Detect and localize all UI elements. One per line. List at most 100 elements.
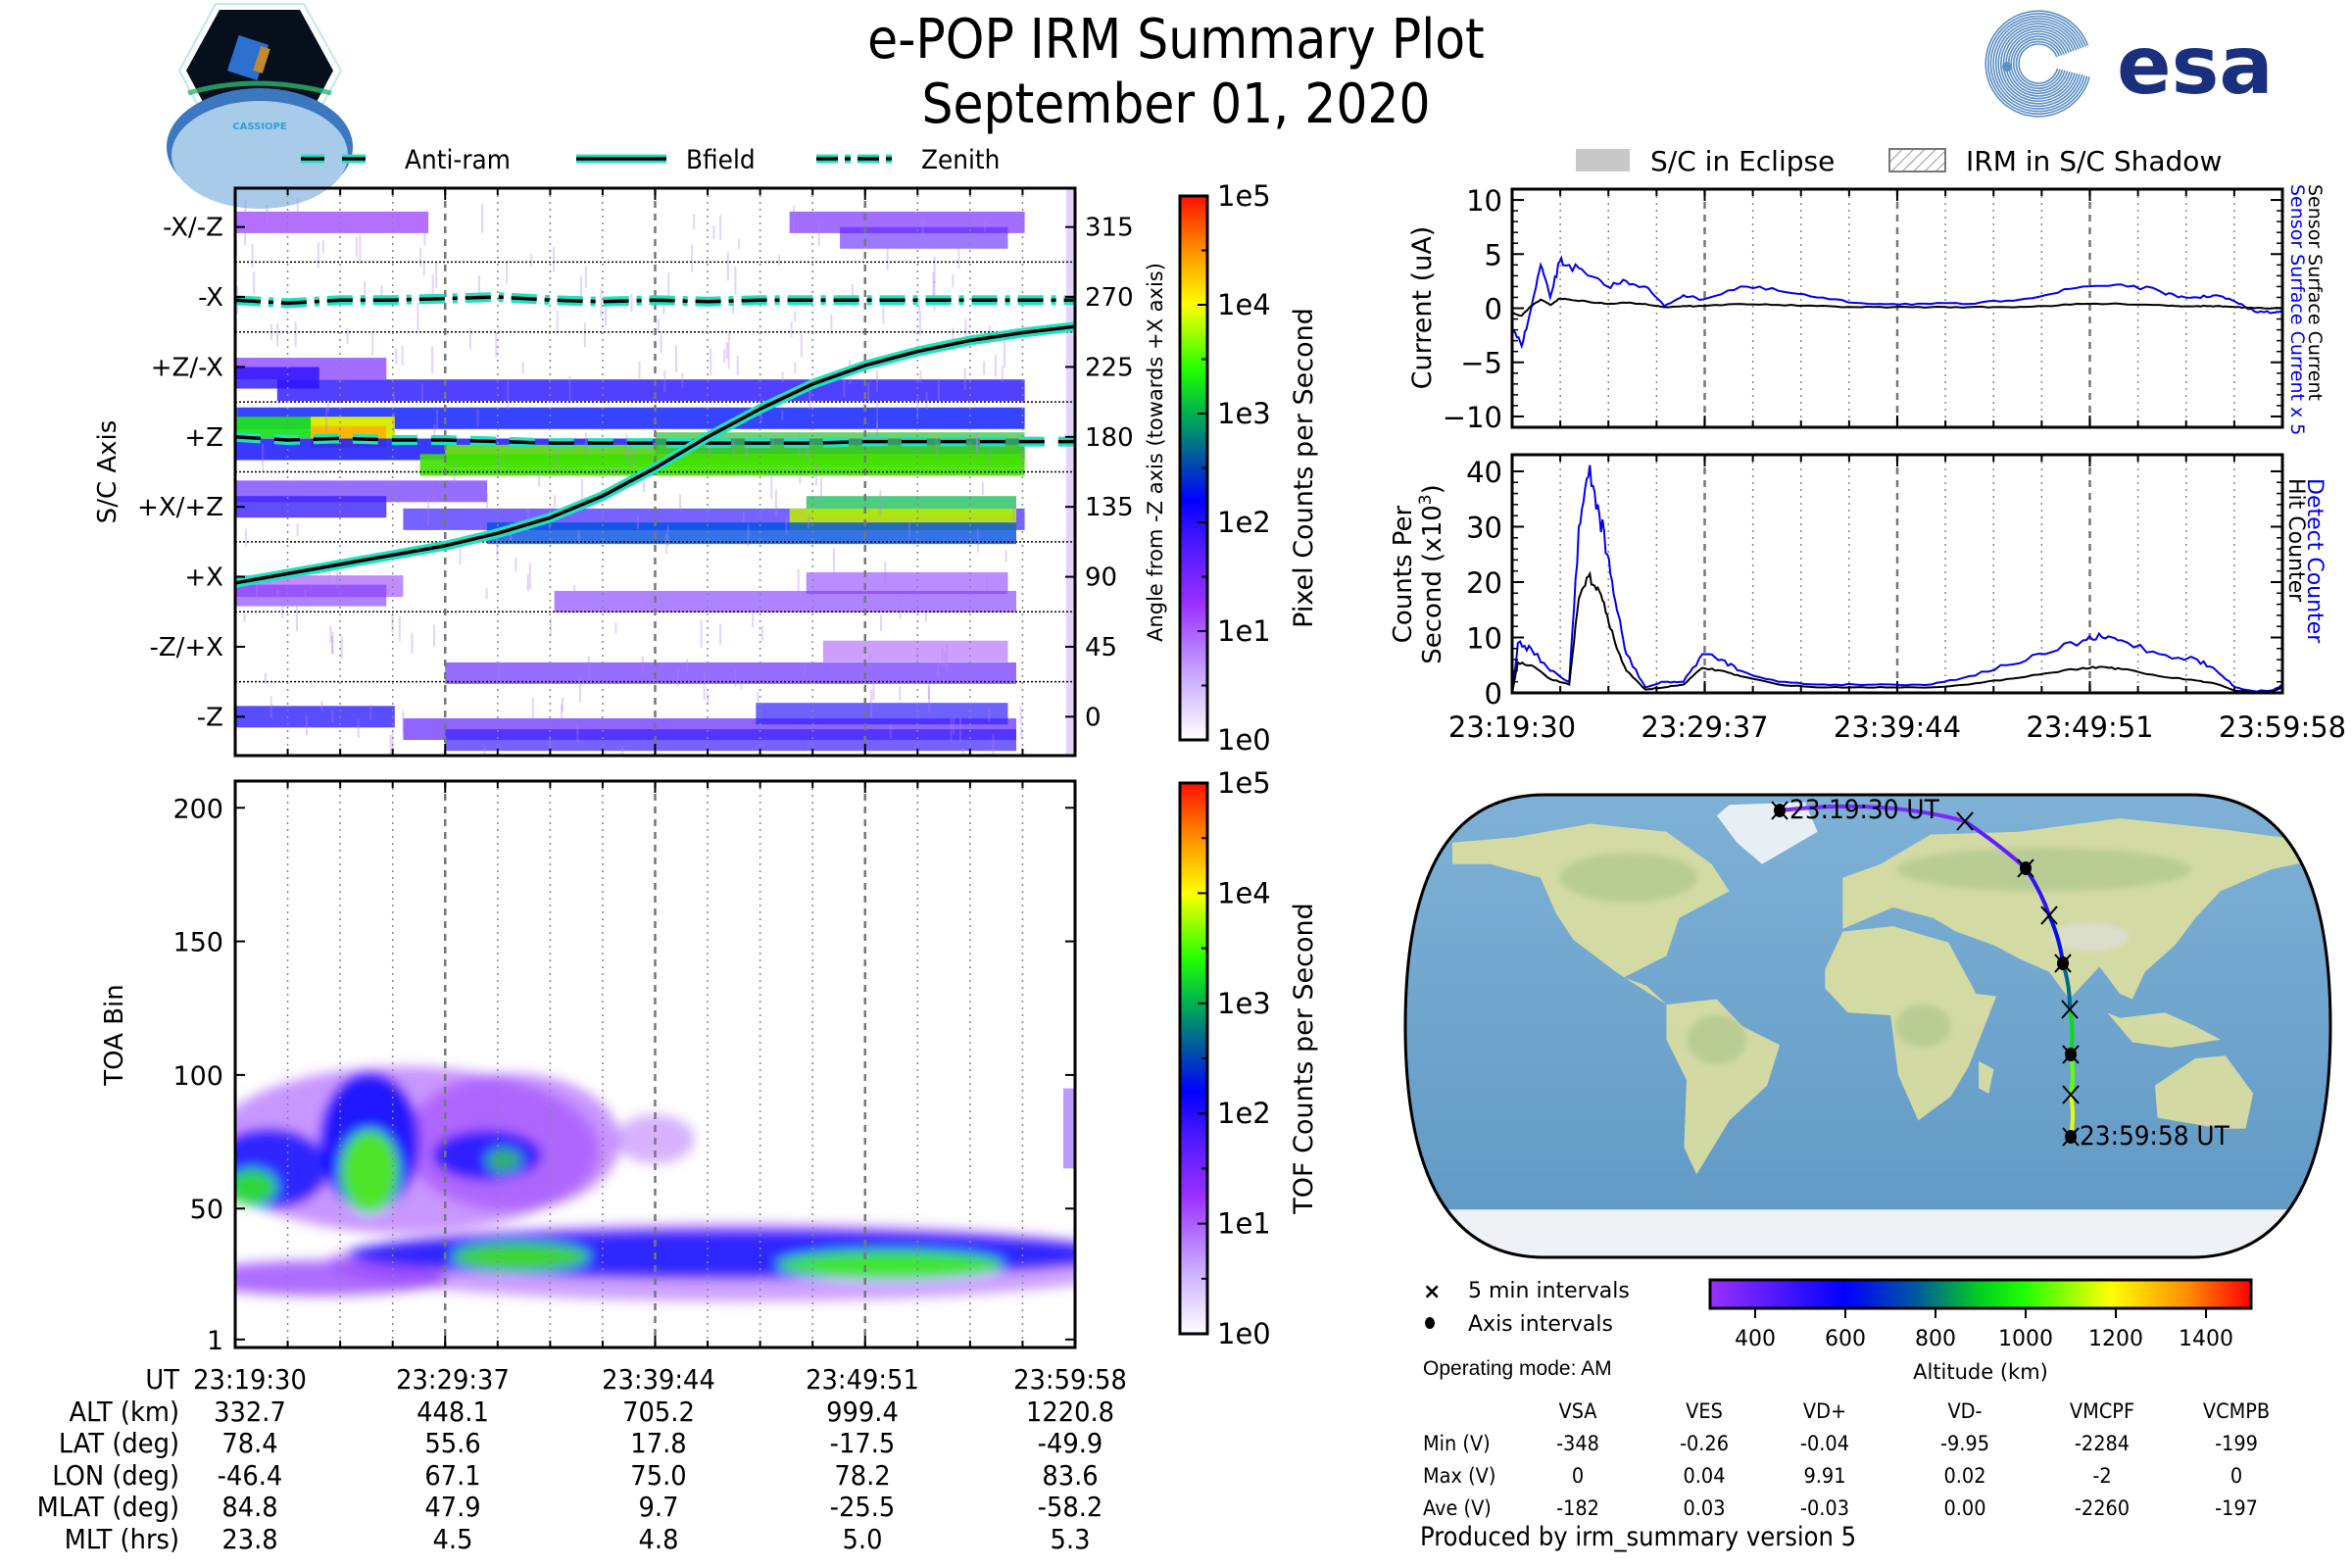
counters-panel: 0 10 20 30 40 Counts Per Second (x103) Detect C… (1389, 453, 2346, 744)
spectrogram-streak (726, 252, 729, 281)
spectrogram-streak (986, 578, 989, 589)
spectrogram-streak (431, 274, 434, 301)
colorbar-label: TOF Counts per Second (1289, 903, 1319, 1215)
esa-logo-stripe (2018, 43, 2059, 84)
spectrogram-streak (794, 311, 797, 321)
spectrogram-streak (244, 199, 247, 214)
zenith-line (234, 295, 1075, 306)
spectrogram-streak (946, 644, 949, 673)
orbit-table-cell: 23:19:30 (193, 1363, 307, 1396)
angle-tick-label: 270 (1085, 283, 1134, 313)
esa-logo-stripe (1989, 15, 2085, 113)
spectrogram-streak (636, 514, 639, 529)
spectrogram-streak (952, 273, 955, 288)
antiram-line (234, 435, 1075, 445)
five-min-marker (2061, 1000, 2079, 1019)
spectrogram-streak (573, 585, 576, 613)
esa-logo-stripe (1997, 23, 2079, 105)
voltage-cell: 0 (1571, 1464, 1585, 1488)
spectrogram-streak (364, 281, 367, 305)
spectrogram-streak (276, 322, 279, 347)
spectrogram-streak (879, 613, 882, 632)
spectrogram-streak (603, 747, 606, 756)
y-tick-label: 30 (1466, 511, 1502, 544)
y-tick-label: 1 (207, 1326, 223, 1356)
spectrogram-streak (803, 662, 806, 675)
orbit-table-cell: 448.1 (416, 1395, 489, 1428)
five-min-marker (1956, 811, 1974, 831)
orbit-row-label: MLAT (deg) (36, 1491, 180, 1523)
orbit-row-label: UT (145, 1363, 180, 1396)
y-tick-label: 20 (1466, 566, 1502, 600)
spectrogram-streak (770, 472, 773, 500)
axis-interval-marker (2065, 1048, 2077, 1061)
spectrogram-streak (389, 734, 392, 756)
spectrogram-streak (391, 731, 394, 751)
y-tick-label: 100 (172, 1061, 223, 1092)
spectrogram-streak (579, 275, 582, 305)
tof-colorbar: 1e0 1e1 1e2 1e3 1e4 1e5 TOF Counts per Second (1178, 766, 1319, 1350)
track-end-label: 23:59:58 UT (2080, 1121, 2230, 1152)
spectrogram-streak (305, 715, 308, 736)
sc-axis-label: -X (198, 283, 223, 313)
spectrogram-streak (583, 322, 586, 348)
spectrogram-streak (329, 625, 332, 643)
spectrogram-streak (1019, 706, 1022, 724)
spectrogram-streak (398, 615, 401, 642)
spectrogram-streak (556, 311, 559, 334)
spectrogram-streak (497, 663, 500, 680)
orbit-table-row: LAT (deg) 78.4 55.6 17.8 -17.5 -49.9 (0, 1427, 1172, 1459)
orbit-table-cell: 55.6 (424, 1427, 481, 1459)
spectrogram-streak (630, 293, 633, 313)
pixel-spectrogram-panel: -X/-Z 315 -X 270 +Z/-X 225 +Z 180 +X/+Z 135 +X 90 -Z… (93, 186, 1167, 758)
spectrogram-streak (882, 299, 885, 324)
spectrogram-streak (264, 672, 267, 685)
spectrogram-streak (736, 355, 739, 376)
spectrogram-streak (562, 697, 564, 712)
cassiope-logo-label: CASSIOPE (232, 122, 287, 132)
spectrogram-streak (317, 242, 319, 269)
superscript: 3 (1416, 494, 1436, 505)
spectrogram-streak (1003, 339, 1005, 368)
colorbar-tick-label: 1e2 (1217, 506, 1271, 539)
spectrogram-streak (719, 623, 722, 646)
orbit-table-cell: 5.3 (1050, 1522, 1091, 1555)
tibet-plateau (2050, 923, 2130, 952)
orbit-table-cell: 5.0 (842, 1522, 883, 1555)
y-tick-label: 40 (1466, 456, 1502, 489)
y-axis-label: TOA Bin (100, 984, 129, 1086)
spectrogram-streak (868, 653, 871, 664)
colorbar-tick-label: 1400 (2179, 1327, 2233, 1351)
axes-frame (233, 186, 1077, 758)
spectrogram-streak (820, 477, 823, 502)
sc-axis-label: -X/-Z (163, 214, 223, 243)
orbit-table-cell: 23:59:58 (1013, 1363, 1127, 1396)
spectrogram-streak (568, 375, 571, 402)
spectrogram-streak (964, 318, 967, 344)
spectrogram-streak (1005, 577, 1008, 603)
spectrogram-streak (734, 667, 737, 687)
orbit-table-row: ALT (km) 332.7 448.1 705.2 999.4 1220.8 (0, 1396, 1172, 1428)
spectrogram-streak (790, 321, 793, 338)
spectrogram-streak (418, 247, 421, 267)
spectrogram-streak (1004, 550, 1007, 563)
black-series-line (1511, 570, 2283, 694)
spectrogram-streak (507, 380, 510, 410)
angle-tick-label: 225 (1085, 353, 1134, 382)
spectrogram-streak (600, 288, 603, 318)
spectrogram-streak (799, 472, 802, 484)
orbit-table-cell: -25.5 (829, 1491, 896, 1523)
spectrogram-streak (676, 669, 679, 686)
spectrogram-streak (304, 589, 307, 608)
spectrogram-streak (843, 374, 846, 398)
footer-credit: Produced by irm_summary version 5 (1420, 1522, 1857, 1552)
spectrogram-streak (927, 683, 930, 700)
voltage-cell: 0.02 (1943, 1464, 1986, 1488)
spectrogram-streak (700, 619, 703, 648)
esa-logo-stripe (1992, 18, 2083, 110)
spectrogram-streak (371, 330, 374, 356)
esa-logo-stripe (2007, 32, 2069, 95)
spectrogram-streak (778, 255, 781, 266)
spectrogram-streak (587, 656, 590, 679)
voltage-cell: 0.03 (1683, 1496, 1726, 1520)
